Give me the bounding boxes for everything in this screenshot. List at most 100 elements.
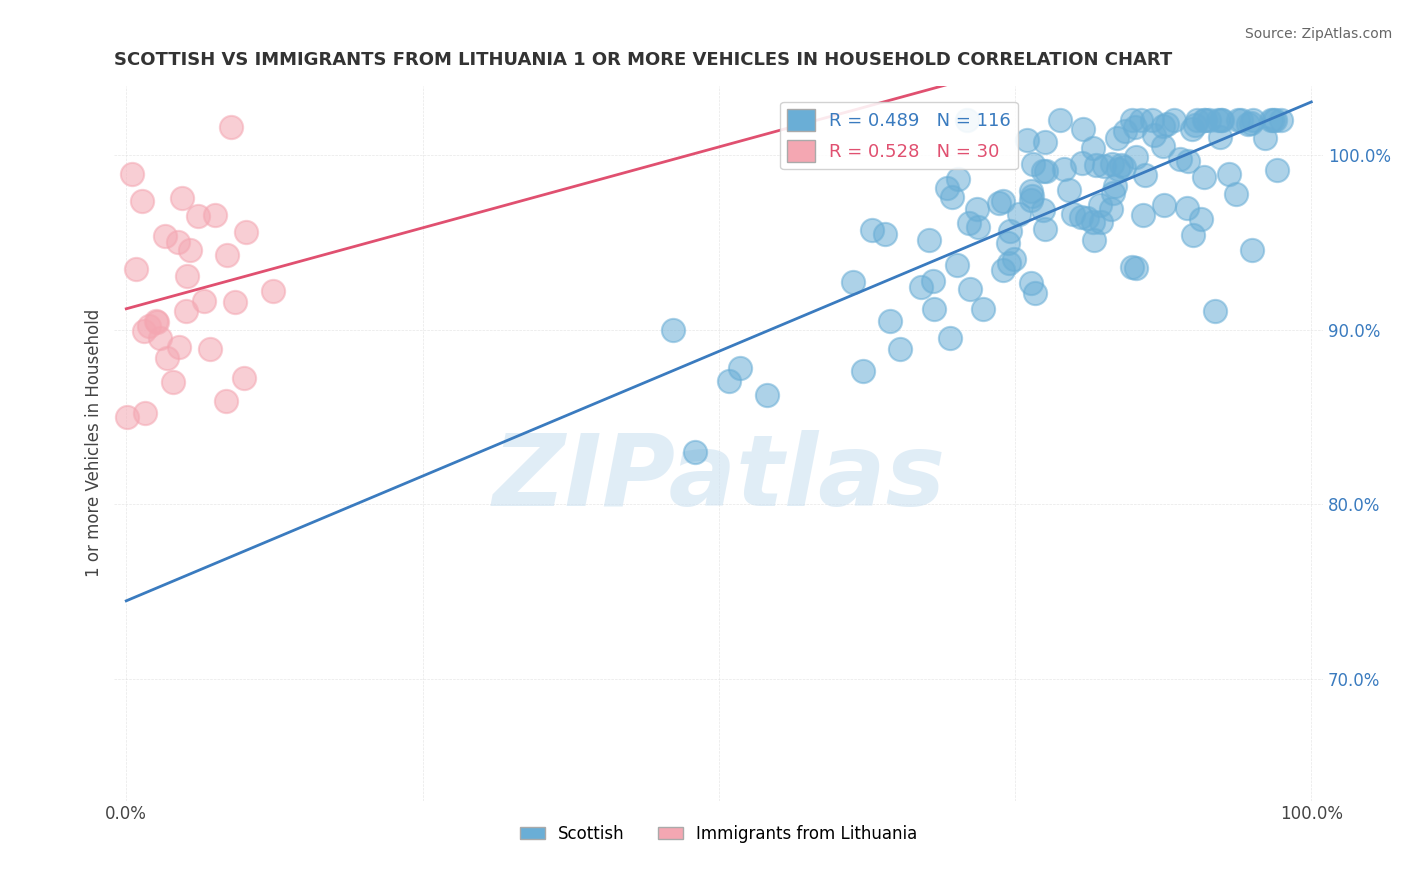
Point <box>1057 183 1080 197</box>
Legend: R = 0.489   N = 116, R = 0.528   N = 30: R = 0.489 N = 116, R = 0.528 N = 30 <box>780 102 1018 169</box>
Point <box>935 181 957 195</box>
Point <box>1204 303 1226 318</box>
Point <box>1024 285 1046 300</box>
Point <box>1156 117 1178 131</box>
Point <box>167 235 190 249</box>
Point <box>224 294 246 309</box>
Text: SCOTTISH VS IMMIGRANTS FROM LITHUANIA 1 OR MORE VEHICLES IN HOUSEHOLD CORRELATIO: SCOTTISH VS IMMIGRANTS FROM LITHUANIA 1 … <box>114 51 1173 69</box>
Point <box>1090 214 1112 228</box>
Point <box>1000 224 1022 238</box>
Point <box>1071 155 1094 169</box>
Point <box>1194 113 1216 128</box>
Point <box>756 388 779 402</box>
Point <box>176 269 198 284</box>
Point <box>993 194 1015 208</box>
Y-axis label: 1 or more Vehicles in Household: 1 or more Vehicles in Household <box>86 309 103 577</box>
Point <box>1019 193 1042 207</box>
Point <box>946 172 969 186</box>
Point <box>1206 113 1229 128</box>
Point <box>1184 118 1206 132</box>
Point <box>1226 113 1249 128</box>
Point <box>1237 116 1260 130</box>
Point <box>1121 113 1143 128</box>
Point <box>146 315 169 329</box>
Point <box>1264 113 1286 128</box>
Point <box>1142 113 1164 128</box>
Point <box>1104 178 1126 193</box>
Point <box>922 302 945 317</box>
Point <box>1099 202 1122 217</box>
Point <box>991 262 1014 277</box>
Point <box>946 258 969 272</box>
Point <box>1076 211 1098 225</box>
Point <box>1132 208 1154 222</box>
Point <box>1015 133 1038 147</box>
Point <box>955 113 977 128</box>
Point <box>1022 157 1045 171</box>
Point <box>941 190 963 204</box>
Point <box>959 282 981 296</box>
Point <box>1225 187 1247 202</box>
Point <box>918 233 941 247</box>
Point <box>1033 222 1056 236</box>
Point <box>1218 167 1240 181</box>
Point <box>1152 119 1174 133</box>
Text: ZIPatlas: ZIPatlas <box>492 430 945 527</box>
Point <box>1081 215 1104 229</box>
Point <box>1121 260 1143 275</box>
Point <box>1177 154 1199 169</box>
Point <box>1241 113 1264 128</box>
Point <box>1241 243 1264 257</box>
Point <box>1261 113 1284 128</box>
Point <box>1189 212 1212 227</box>
Point <box>1070 210 1092 224</box>
Point <box>1143 128 1166 142</box>
Point <box>998 256 1021 270</box>
Point <box>1260 113 1282 128</box>
Point <box>1083 141 1105 155</box>
Point <box>966 219 988 234</box>
Point <box>1265 162 1288 177</box>
Point <box>153 229 176 244</box>
Point <box>162 375 184 389</box>
Point <box>131 194 153 208</box>
Point <box>1181 121 1204 136</box>
Point <box>1062 207 1084 221</box>
Point <box>1033 135 1056 149</box>
Point <box>167 340 190 354</box>
Point <box>972 302 994 317</box>
Point <box>1211 113 1233 128</box>
Point <box>1182 228 1205 243</box>
Point <box>1125 261 1147 276</box>
Point <box>683 445 706 459</box>
Point <box>1254 131 1277 145</box>
Point <box>842 275 865 289</box>
Point <box>860 223 883 237</box>
Point <box>1092 159 1115 173</box>
Point <box>1049 113 1071 128</box>
Point <box>1163 113 1185 128</box>
Point <box>219 120 242 135</box>
Point <box>121 167 143 181</box>
Point <box>262 285 284 299</box>
Point <box>149 331 172 345</box>
Point <box>1175 202 1198 216</box>
Point <box>125 261 148 276</box>
Point <box>1107 162 1129 177</box>
Point <box>957 216 980 230</box>
Point <box>170 191 193 205</box>
Point <box>1019 184 1042 198</box>
Point <box>138 318 160 333</box>
Point <box>988 196 1011 211</box>
Point <box>215 394 238 409</box>
Point <box>1209 113 1232 128</box>
Point <box>1109 158 1132 172</box>
Point <box>1101 156 1123 170</box>
Point <box>115 409 138 424</box>
Point <box>1270 113 1292 128</box>
Point <box>1208 130 1230 145</box>
Point <box>910 280 932 294</box>
Point <box>1073 122 1095 136</box>
Point <box>851 364 873 378</box>
Point <box>1035 163 1057 178</box>
